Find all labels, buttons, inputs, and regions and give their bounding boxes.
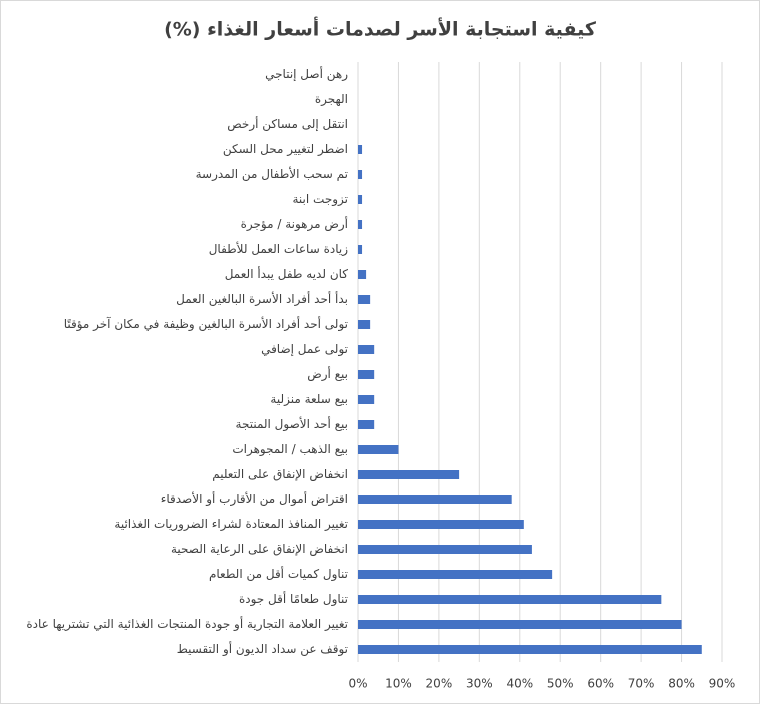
y-tick-label: الهجرة (315, 92, 348, 107)
y-tick-label: انخفاض الإنفاق على التعليم (212, 467, 348, 482)
y-tick-label: بيع أحد الأصول المنتجة (236, 416, 348, 432)
bar (358, 145, 363, 154)
y-tick-label: اقتراض أموال من الأقارب أو الأصدقاء (161, 491, 348, 507)
bar (358, 195, 363, 204)
x-tick-label: 90% (709, 677, 736, 691)
y-tick-label: بيع سلعة منزلية (270, 392, 348, 407)
bar (358, 545, 532, 554)
bar (358, 320, 371, 329)
bar (358, 295, 371, 304)
x-tick-label: 70% (628, 677, 655, 691)
bar (358, 370, 375, 379)
y-tick-label: رهن أصل إنتاجي (265, 66, 348, 82)
bar (358, 345, 375, 354)
x-tick-label: 30% (466, 677, 493, 691)
x-tick-label: 40% (506, 677, 533, 691)
bar (358, 420, 375, 429)
y-tick-label: تغيير العلامة التجارية أو جودة المنتجات … (26, 616, 348, 632)
bar (358, 645, 702, 654)
bar (358, 495, 512, 504)
y-tick-label: بيع أرض (307, 366, 348, 382)
bar (358, 170, 363, 179)
bar (358, 220, 363, 229)
x-tick-label: 20% (426, 677, 453, 691)
y-tick-label: انتقل إلى مساكن أرخص (227, 116, 348, 132)
y-tick-label: أرض مرهونة / مؤجرة (241, 216, 348, 232)
y-tick-label: تناول طعامًا أقل جودة (239, 591, 348, 607)
y-tick-label: توقف عن سداد الديون أو التقسيط (177, 641, 348, 657)
bar (358, 395, 375, 404)
y-tick-label: انخفاض الإنفاق على الرعاية الصحية (171, 542, 348, 557)
x-tick-label: 60% (587, 677, 614, 691)
x-tick-label: 10% (385, 677, 412, 691)
y-tick-label: تولى عمل إضافي (261, 342, 348, 357)
bar (358, 570, 553, 579)
y-tick-label: تم سحب الأطفال من المدرسة (196, 166, 348, 182)
y-tick-label: كان لديه طفل يبدأ العمل (225, 266, 349, 281)
y-tick-label: بيع الذهب / المجوهرات (232, 442, 348, 457)
y-tick-label: بدأ أحد أفراد الأسرة البالغين العمل (176, 291, 348, 307)
y-tick-label: تغيير المنافذ المعتادة لشراء الضروريات ا… (114, 517, 348, 532)
y-tick-label: تولى أحد أفراد الأسرة البالغين وظيفة في … (64, 316, 348, 332)
chart-title: كيفية استجابة الأسر لصدمات أسعار الغذاء … (164, 17, 597, 41)
y-tick-label: اضطر لتغيير محل السكن (223, 142, 348, 157)
bar (358, 470, 460, 479)
x-tick-label: 0% (348, 677, 367, 691)
bar (358, 520, 524, 529)
bar (358, 245, 363, 254)
x-tick-label: 80% (668, 677, 695, 691)
y-tick-label: تناول كميات أقل من الطعام (209, 566, 348, 582)
y-tick-label: تزوجت ابنة (293, 192, 349, 207)
bar (358, 595, 662, 604)
x-tick-label: 50% (547, 677, 574, 691)
y-tick-label: زيادة ساعات العمل للأطفال (209, 241, 349, 257)
bar (358, 270, 367, 279)
bar (358, 620, 682, 629)
bar (358, 445, 399, 454)
